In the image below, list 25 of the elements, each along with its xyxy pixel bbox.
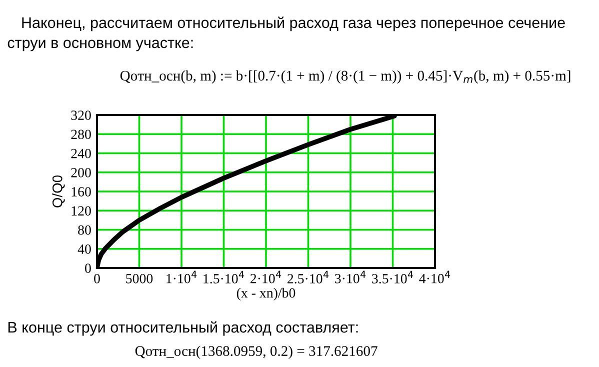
y-tick-label: 320 [71,110,91,120]
text: струи в основном участке: [8,40,193,52]
y-tick-label: 240 [71,148,91,158]
x-tick-label: 2·10$^{4}$ [250,270,282,284]
y-tick-label: 200 [71,168,91,178]
y-tick-label: 160 [72,187,91,196]
y-tick-label: 120 [72,206,91,216]
x-tick-label: 5000 [126,274,153,284]
y-tick-label: 280 [71,130,91,140]
text: В конце струи относительный расход составляет: [8,321,358,336]
y-tick-label: 80 [78,225,91,235]
x-tick-label: 3.5·10$^{4}$ [372,270,414,284]
x-tick-label: 0 [94,274,100,284]
text: Qотн_осн(1368.0959, 0.2) = 317.621607 [135,346,378,359]
x-tick-label: 4·10$^{4}$ [419,270,450,284]
y-tick-label: 40 [78,244,91,254]
x-tick-label: 1·10$^{4}$ [166,270,197,284]
x-tick-label: 1.5·10$^{4}$ [204,270,244,284]
y-axis-title: Q/Q0 [52,175,65,208]
x-axis-title: (x - xn)/b0 [236,288,296,300]
x-tick-label: 2.5·10$^{4}$ [288,270,329,284]
x-tick-label: 3·10$^{4}$ [335,270,366,284]
text: Qотн_осн(b, m) := b·[[0.7·(1 + m) / (8·(1 − m)) + 0.45]·V$_{m}$(b, m) + 0.55·m] [120,70,570,84]
y-tick-label: 0 [85,264,91,273]
text: Наконец, рассчитаем относительный расход газа через поперечное сечение [22,16,565,32]
